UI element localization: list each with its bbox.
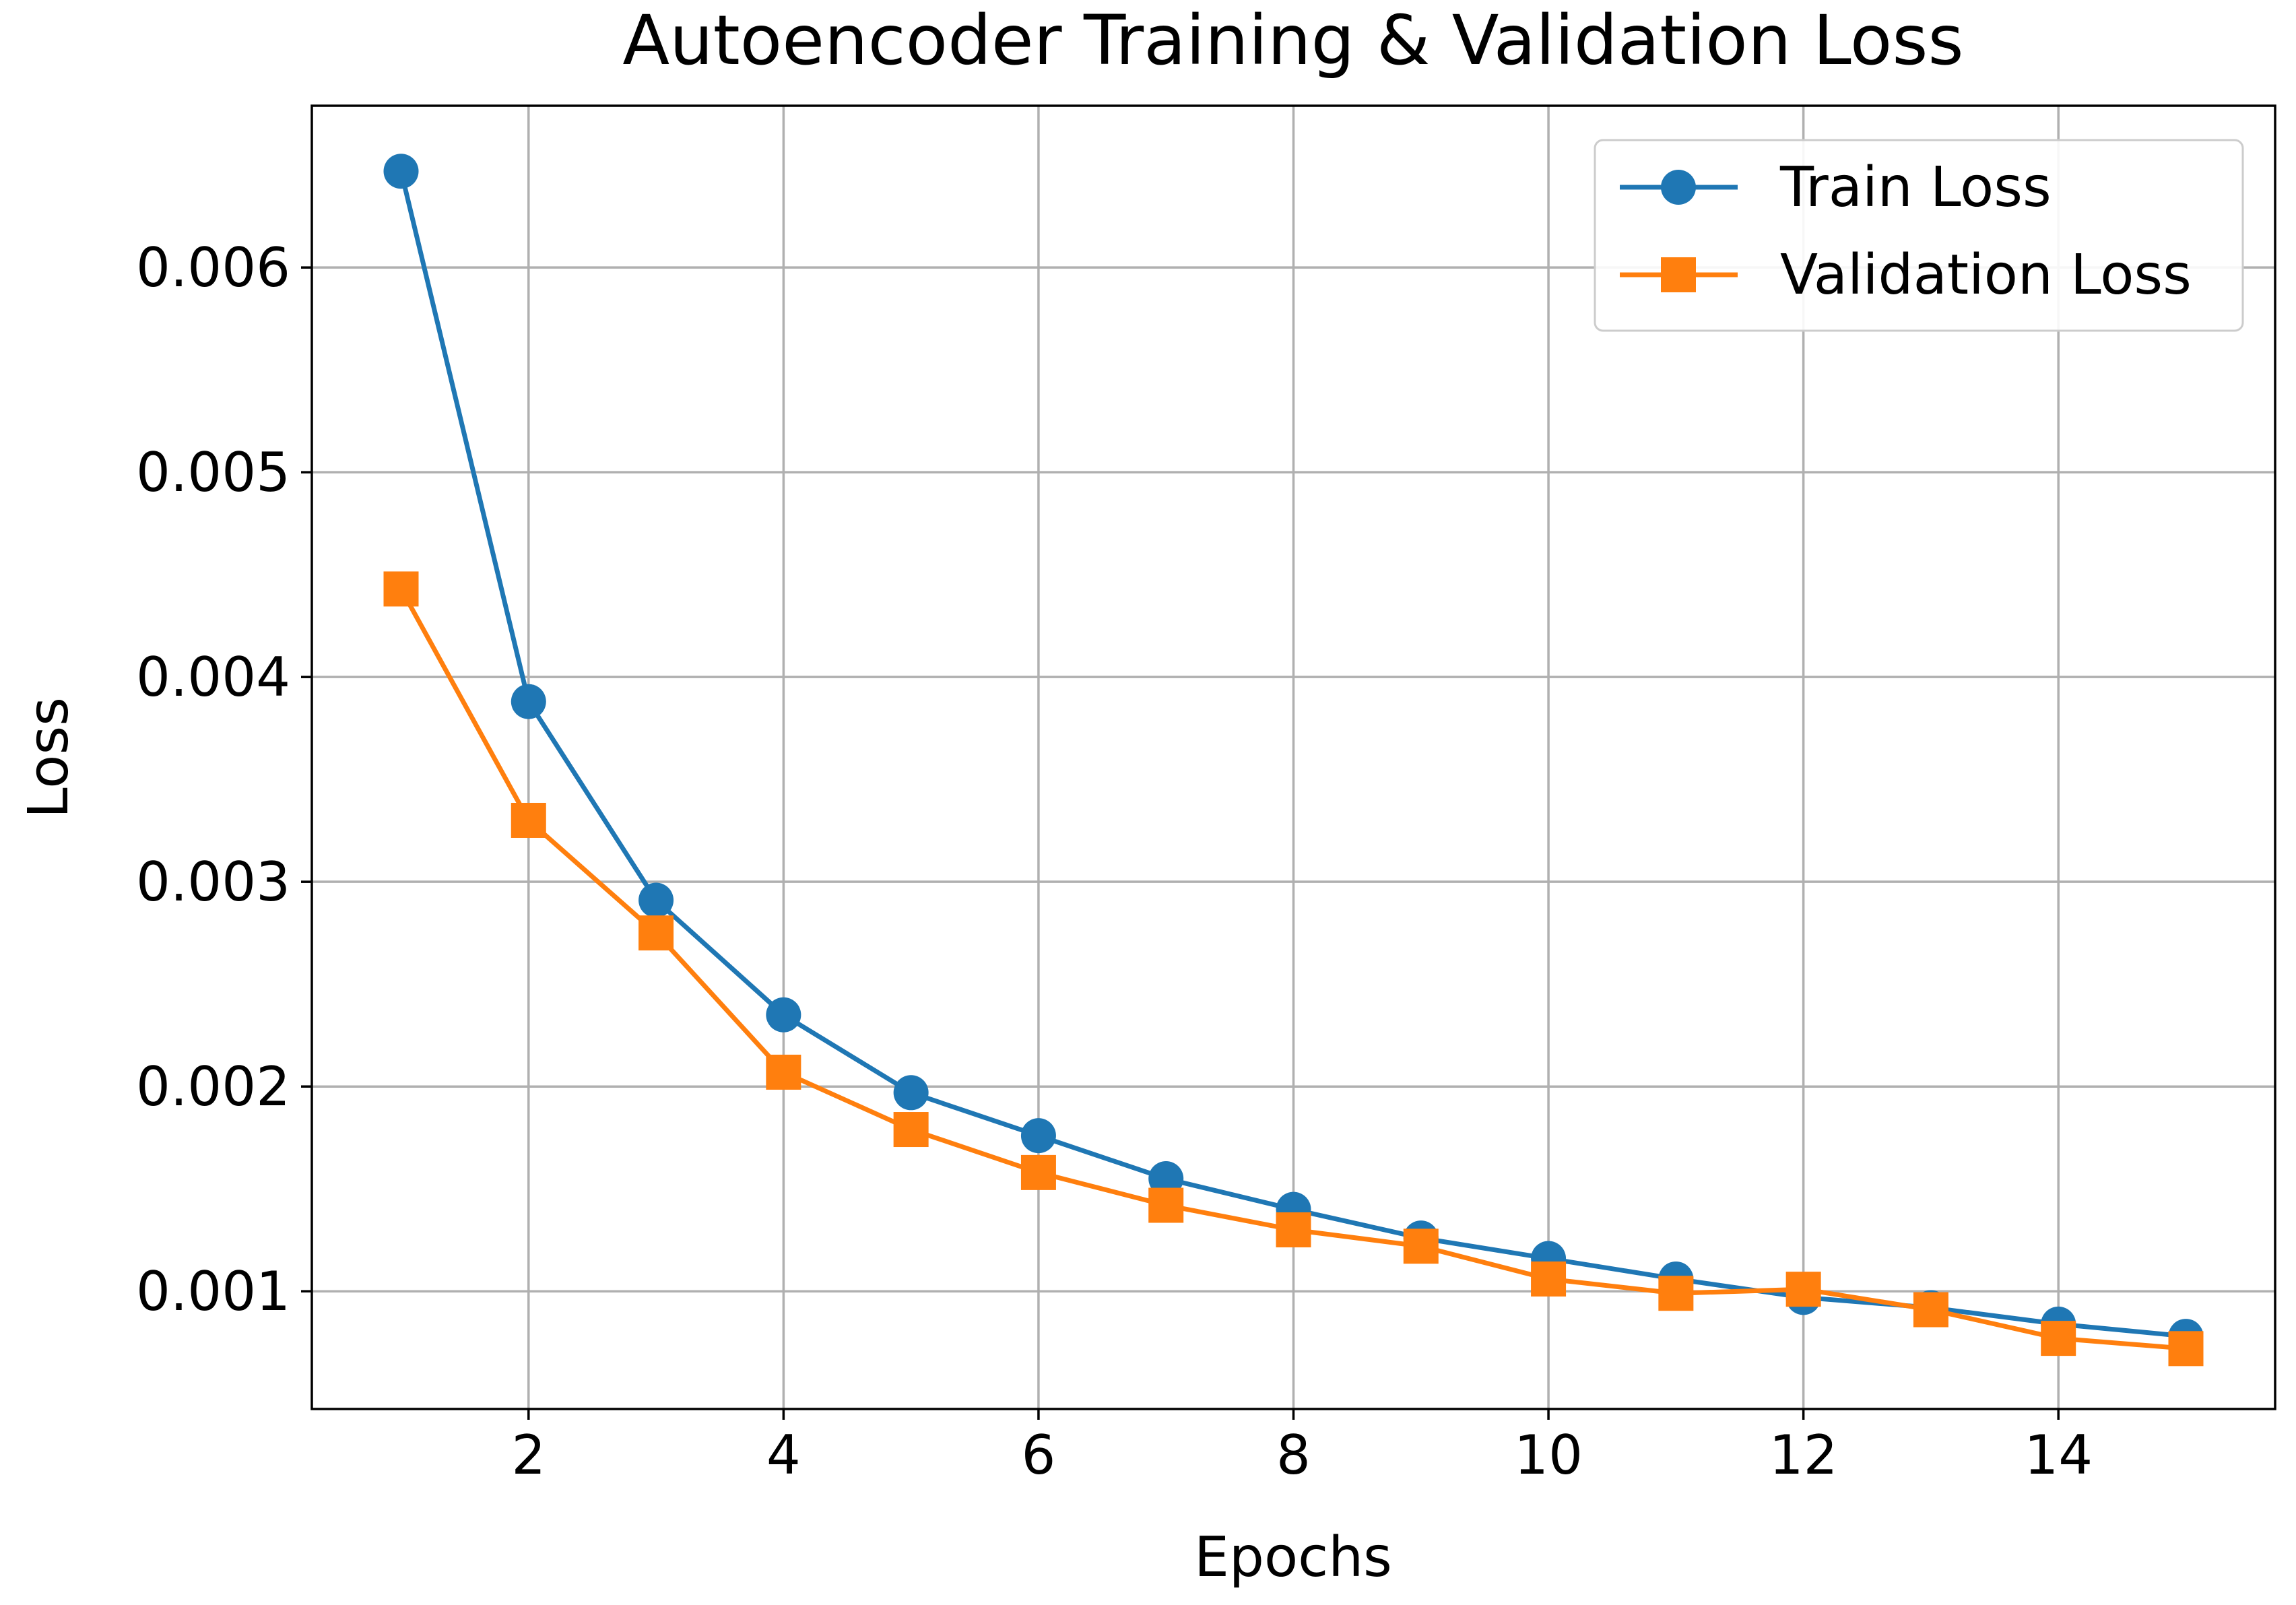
train-loss-point xyxy=(383,154,419,189)
y-tick-label: 0.005 xyxy=(136,441,290,504)
y-tick-label: 0.004 xyxy=(136,646,290,709)
x-tick-label: 12 xyxy=(1769,1424,1838,1486)
validation-loss-point xyxy=(383,571,419,607)
x-axis-label: Epochs xyxy=(1194,1526,1392,1590)
legend-validation-marker xyxy=(1661,257,1696,292)
y-tick-label: 0.002 xyxy=(136,1055,290,1118)
train-loss-point xyxy=(893,1075,929,1111)
legend-train-label: Train Loss xyxy=(1779,156,2052,220)
validation-loss-point xyxy=(1403,1229,1439,1264)
validation-loss-point xyxy=(511,802,546,838)
x-tick-label: 2 xyxy=(511,1424,546,1486)
y-tick-label: 0.001 xyxy=(136,1260,290,1323)
legend-train-marker xyxy=(1661,170,1696,205)
grid-lines xyxy=(312,106,2275,1409)
x-tick-label: 6 xyxy=(1021,1424,1055,1486)
train-loss-point xyxy=(1148,1160,1184,1196)
y-axis-label: Loss xyxy=(17,697,81,818)
validation-loss-point xyxy=(1276,1212,1311,1247)
x-tick-label: 14 xyxy=(2024,1424,2093,1486)
train-loss-point xyxy=(766,997,801,1033)
legend: Train Loss Validation Loss xyxy=(1594,139,2244,332)
validation-loss-point xyxy=(638,915,674,951)
train-loss-point xyxy=(638,882,674,918)
validation-loss-point xyxy=(2168,1331,2204,1367)
x-tick-label: 10 xyxy=(1514,1424,1583,1486)
chart-title: Autoencoder Training & Validation Loss xyxy=(622,1,1963,81)
validation-loss-point xyxy=(893,1112,929,1148)
validation-loss-point xyxy=(1148,1187,1184,1223)
validation-loss-point xyxy=(1020,1154,1056,1190)
series-lines xyxy=(383,154,2204,1367)
validation-loss-point xyxy=(1658,1276,1694,1311)
train-loss-point xyxy=(511,684,546,719)
legend-validation-label: Validation Loss xyxy=(1780,243,2192,307)
axis-ticks: 2 4 6 8 10 12 14 0.001 0.002 0.003 0.004 0.005 0.006 xyxy=(136,236,2093,1486)
validation-loss-point xyxy=(2041,1321,2076,1356)
y-tick-label: 0.006 xyxy=(136,236,290,299)
x-tick-label: 4 xyxy=(766,1424,801,1486)
validation-loss-point xyxy=(766,1054,801,1090)
validation-loss-point xyxy=(1785,1272,1821,1307)
x-tick-label: 8 xyxy=(1276,1424,1311,1486)
legend-box xyxy=(1594,139,2244,332)
y-tick-label: 0.003 xyxy=(136,851,290,913)
train-loss-point xyxy=(1020,1118,1056,1154)
validation-loss-point xyxy=(1913,1292,1948,1328)
validation-loss-point xyxy=(1531,1261,1567,1297)
